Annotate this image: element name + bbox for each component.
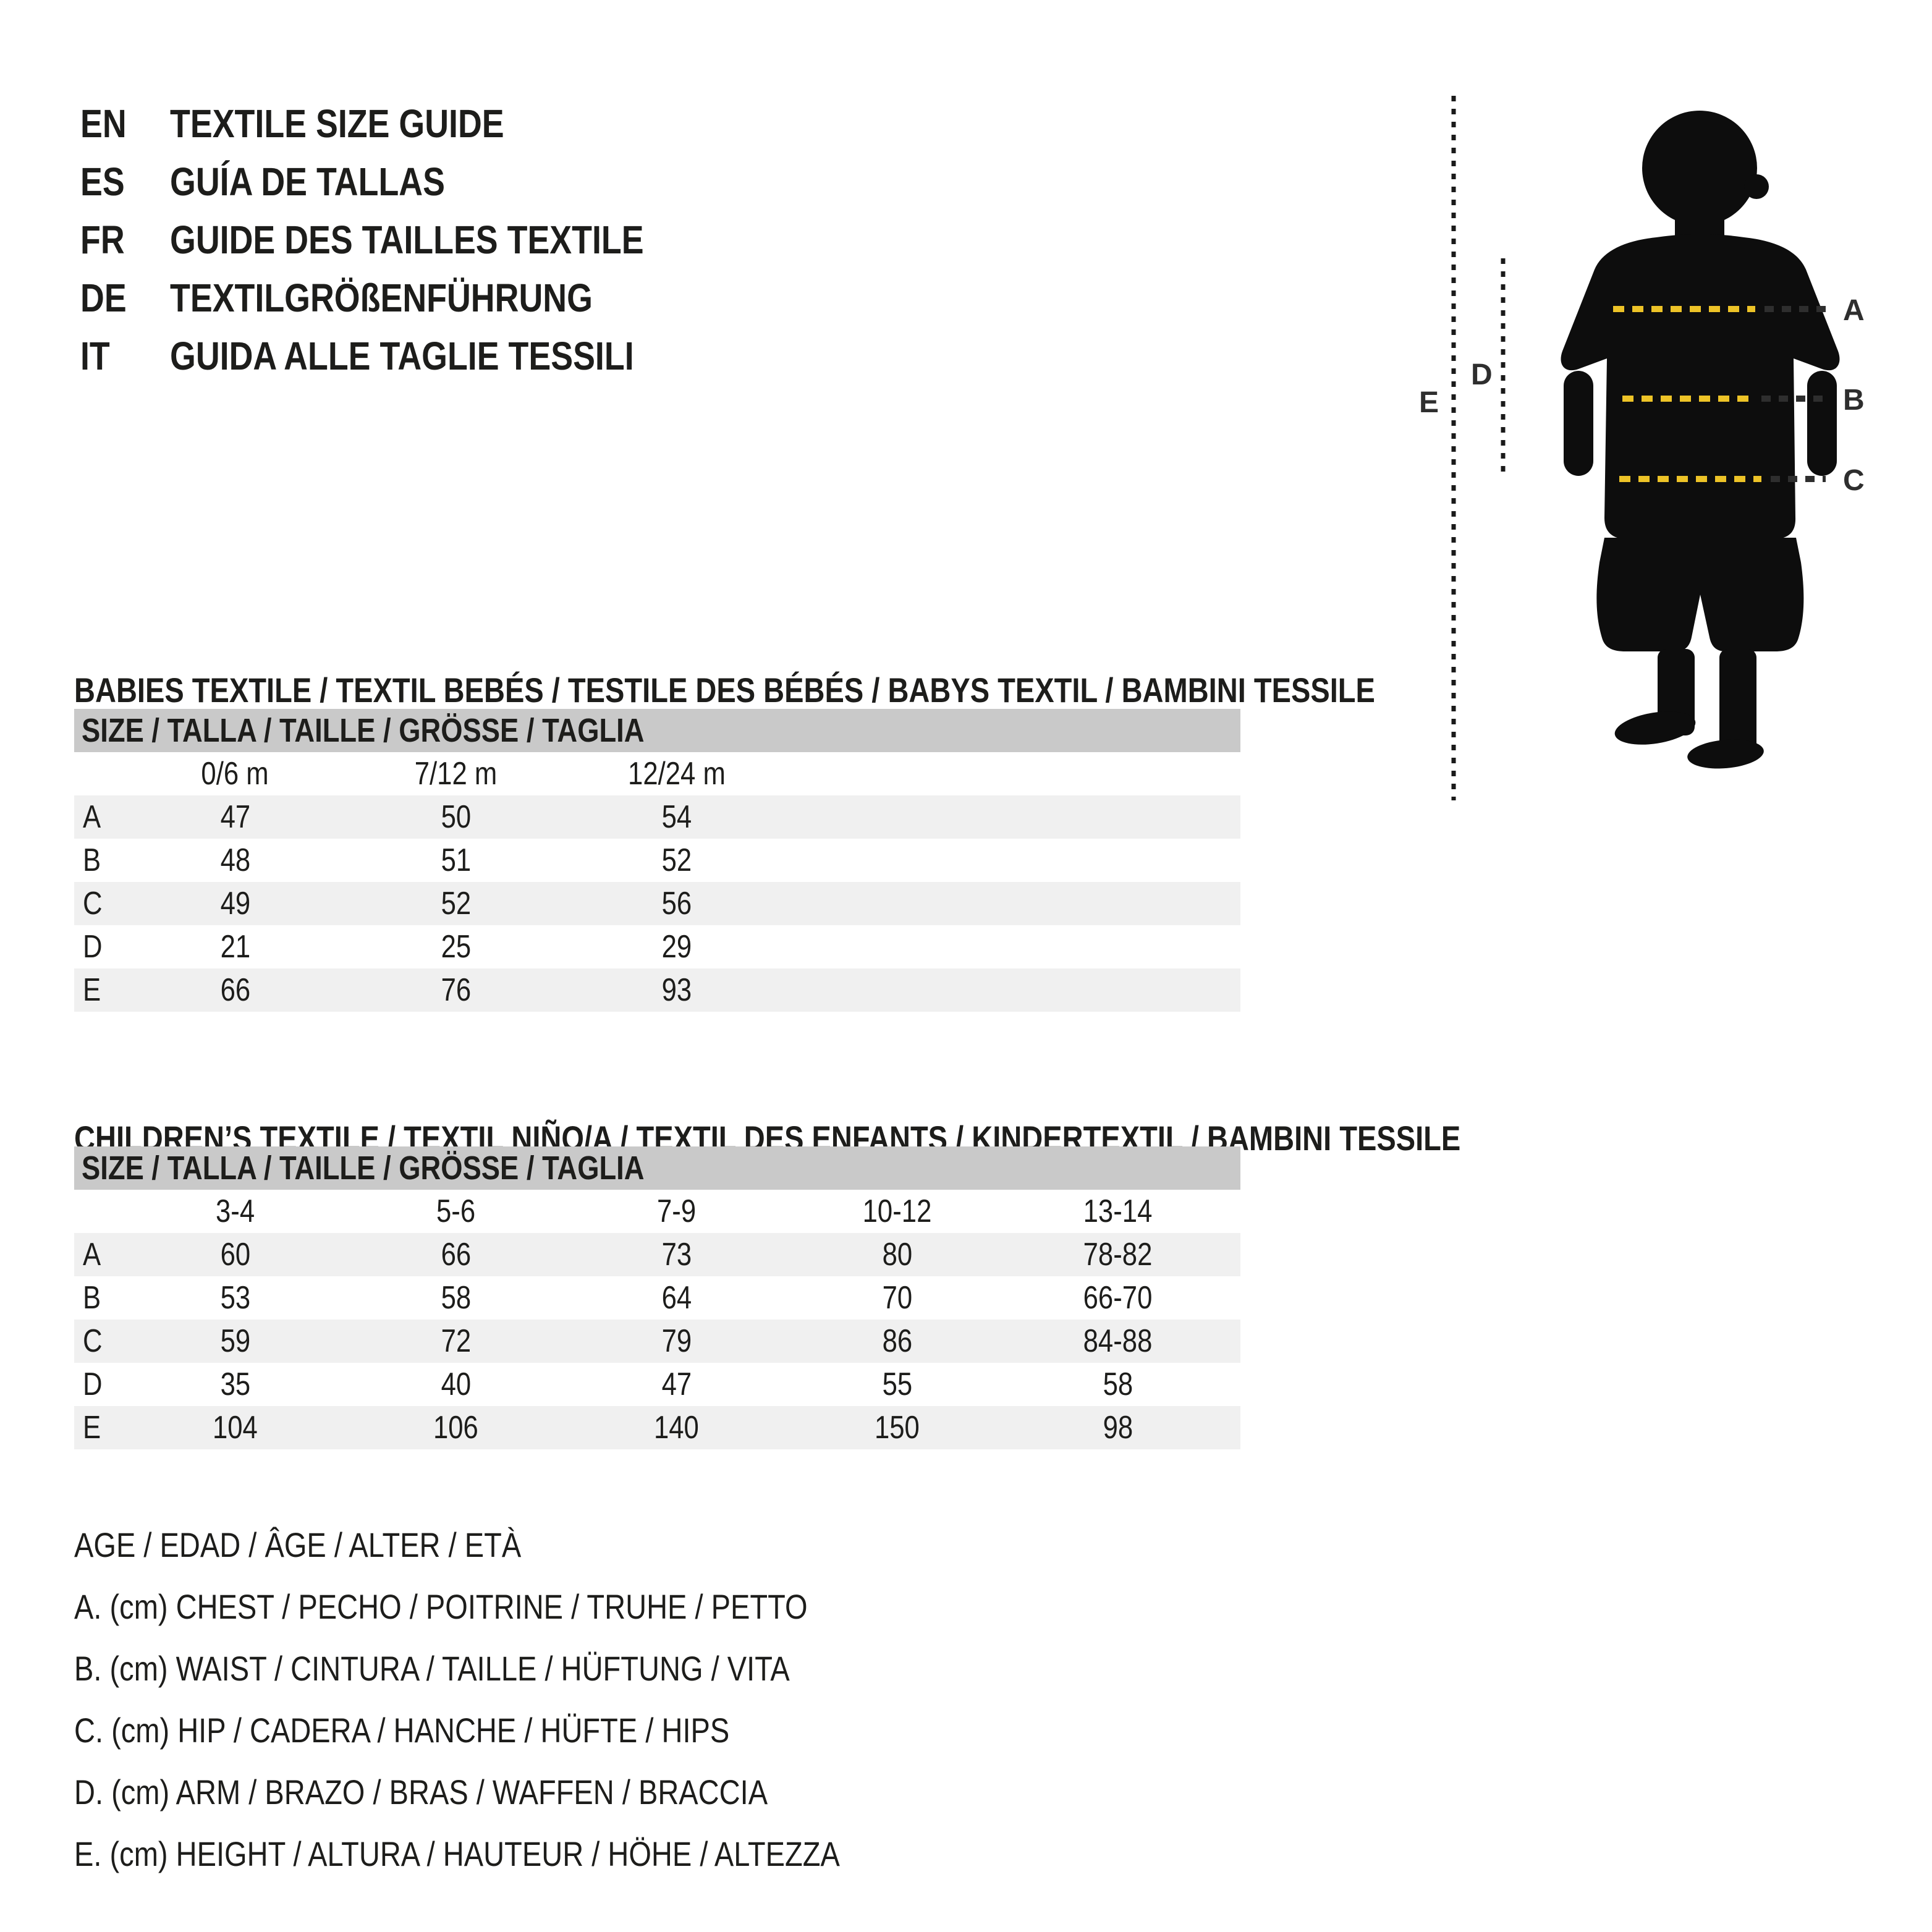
lang-row-es: ES GUÍA DE TALLAS bbox=[80, 153, 734, 211]
children-row-e: E 104 106 140 150 98 bbox=[74, 1406, 1240, 1449]
row-label: C bbox=[83, 1323, 103, 1359]
figure-label-a: A bbox=[1843, 294, 1865, 327]
lang-row-de: DE TEXTILGRÖßENFÜHRUNG bbox=[80, 269, 734, 327]
children-col-3: 10-12 bbox=[862, 1193, 932, 1229]
babies-col-1: 7/12 m bbox=[414, 756, 498, 792]
children-row-d: D 35 40 47 55 58 bbox=[74, 1363, 1240, 1406]
row-label: A bbox=[83, 1237, 101, 1273]
children-col-0: 3-4 bbox=[215, 1193, 255, 1229]
lang-row-fr: FR GUIDE DES TAILLES TEXTILE bbox=[80, 211, 734, 269]
child-silhouette-figure: A B C D E bbox=[1419, 96, 1865, 800]
babies-size-table: SIZE / TALLA / TAILLE / GRÖSSE / TAGLIA … bbox=[74, 709, 1240, 1012]
lang-code-it: IT bbox=[80, 334, 110, 378]
figure-label-e: E bbox=[1419, 386, 1439, 419]
babies-row-c: C 49 52 56 bbox=[74, 882, 1240, 925]
babies-section-title: BABIES TEXTILE / TEXTIL BEBÉS / TESTILE … bbox=[74, 671, 1375, 710]
row-label: D bbox=[83, 1366, 103, 1402]
children-col-2: 7-9 bbox=[656, 1193, 697, 1229]
row-label: D bbox=[83, 929, 103, 965]
row-label: C bbox=[83, 886, 103, 922]
lang-title-de: TEXTILGRÖßENFÜHRUNG bbox=[170, 276, 593, 320]
children-size-table: SIZE / TALLA / TAILLE / GRÖSSE / TAGLIA … bbox=[74, 1146, 1240, 1449]
children-row-a: A 60 66 73 80 78-82 bbox=[74, 1233, 1240, 1276]
babies-row-e: E 66 76 93 bbox=[74, 968, 1240, 1012]
lang-code-es: ES bbox=[80, 159, 125, 204]
babies-row-b: B 48 51 52 bbox=[74, 839, 1240, 882]
language-title-list: EN TEXTILE SIZE GUIDE ES GUÍA DE TALLAS … bbox=[80, 95, 734, 385]
children-col-4: 13-14 bbox=[1083, 1193, 1153, 1229]
babies-row-d: D 21 25 29 bbox=[74, 925, 1240, 968]
children-row-b: B 53 58 64 70 66-70 bbox=[74, 1276, 1240, 1320]
lang-code-de: DE bbox=[80, 276, 127, 320]
legend-chest: A. (cm) CHEST / PECHO / POITRINE / TRUHE… bbox=[74, 1587, 808, 1626]
row-label: A bbox=[83, 799, 101, 835]
row-label: B bbox=[83, 1280, 101, 1316]
children-col-1: 5-6 bbox=[436, 1193, 476, 1229]
babies-column-header-row: 0/6 m 7/12 m 12/24 m bbox=[74, 752, 1240, 795]
figure-label-d: D bbox=[1471, 358, 1493, 391]
children-column-header-row: 3-4 5-6 7-9 10-12 13-14 bbox=[74, 1190, 1240, 1233]
legend-height: E. (cm) HEIGHT / ALTURA / HAUTEUR / HÖHE… bbox=[74, 1834, 840, 1873]
lang-title-es: GUÍA DE TALLAS bbox=[170, 159, 445, 204]
lang-row-it: IT GUIDA ALLE TAGLIE TESSILI bbox=[80, 327, 734, 385]
row-label: E bbox=[83, 972, 101, 1008]
measurement-legend: AGE / EDAD / ÂGE / ALTER / ETÀ A. (cm) C… bbox=[74, 1514, 986, 1885]
legend-hip: C. (cm) HIP / CADERA / HANCHE / HÜFTE / … bbox=[74, 1711, 730, 1750]
children-size-header-bar: SIZE / TALLA / TAILLE / GRÖSSE / TAGLIA bbox=[74, 1146, 1240, 1190]
lang-title-en: TEXTILE SIZE GUIDE bbox=[170, 101, 504, 146]
babies-row-a: A 47 50 54 bbox=[74, 795, 1240, 839]
babies-size-header-bar: SIZE / TALLA / TAILLE / GRÖSSE / TAGLIA bbox=[74, 709, 1240, 752]
lang-title-it: GUIDA ALLE TAGLIE TESSILI bbox=[170, 334, 634, 378]
row-label: B bbox=[83, 842, 101, 878]
lang-row-en: EN TEXTILE SIZE GUIDE bbox=[80, 95, 734, 153]
lang-code-fr: FR bbox=[80, 218, 125, 262]
legend-arm: D. (cm) ARM / BRAZO / BRAS / WAFFEN / BR… bbox=[74, 1773, 768, 1811]
children-row-c: C 59 72 79 86 84-88 bbox=[74, 1320, 1240, 1363]
figure-label-b: B bbox=[1843, 384, 1865, 417]
lang-code-en: EN bbox=[80, 101, 127, 146]
babies-col-2: 12/24 m bbox=[627, 756, 726, 792]
legend-age: AGE / EDAD / ÂGE / ALTER / ETÀ bbox=[74, 1525, 522, 1564]
figure-label-c: C bbox=[1843, 464, 1865, 497]
row-label: E bbox=[83, 1410, 101, 1446]
legend-waist: B. (cm) WAIST / CINTURA / TAILLE / HÜFTU… bbox=[74, 1649, 790, 1688]
babies-col-0: 0/6 m bbox=[201, 756, 269, 792]
lang-title-fr: GUIDE DES TAILLES TEXTILE bbox=[170, 218, 644, 262]
